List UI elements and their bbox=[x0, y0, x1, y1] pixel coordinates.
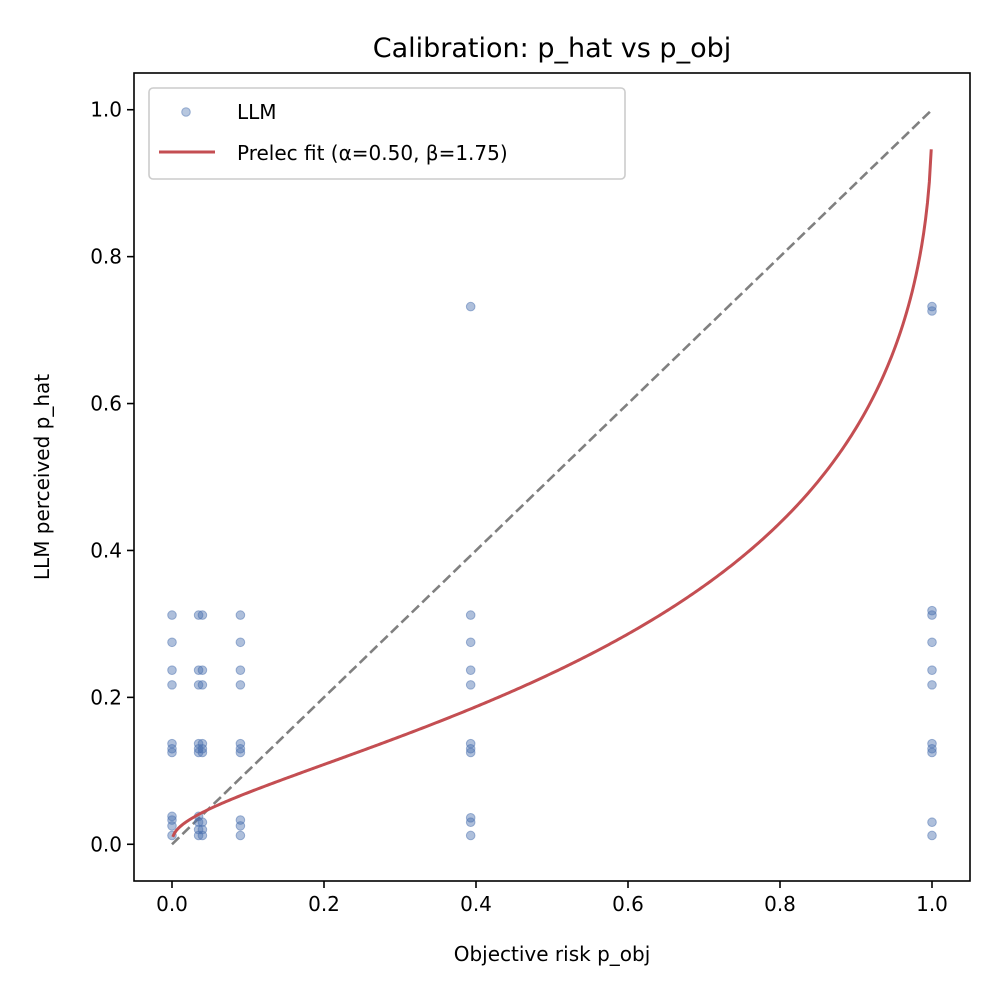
data-point bbox=[235, 743, 246, 754]
chart-title: Calibration: p_hat vs p_obj bbox=[373, 33, 731, 64]
data-point bbox=[235, 815, 246, 825]
data-point bbox=[197, 665, 208, 675]
data-point bbox=[197, 738, 208, 749]
plot-area bbox=[167, 108, 937, 846]
x-tick-label: 1.0 bbox=[916, 892, 948, 916]
data-point bbox=[235, 637, 246, 648]
legend-label-llm: LLM bbox=[237, 100, 277, 124]
y-tick-label: 0.4 bbox=[90, 538, 122, 562]
data-point bbox=[167, 665, 177, 675]
data-point bbox=[235, 610, 246, 620]
diagonal-reference-line bbox=[171, 108, 933, 846]
data-point bbox=[927, 605, 937, 616]
legend-marker-llm bbox=[181, 107, 191, 117]
data-point bbox=[465, 738, 476, 749]
x-axis-label: Objective risk p_obj bbox=[454, 942, 651, 966]
y-tick-label: 1.0 bbox=[90, 98, 122, 122]
data-point bbox=[235, 738, 246, 749]
data-point bbox=[465, 665, 476, 675]
axes-frame bbox=[133, 72, 971, 882]
prelec-fit-line bbox=[171, 149, 933, 838]
data-point bbox=[927, 637, 937, 648]
data-point bbox=[927, 743, 937, 754]
data-point bbox=[235, 680, 246, 690]
data-point bbox=[167, 680, 177, 690]
data-point bbox=[465, 680, 476, 690]
x-tick-label: 0.8 bbox=[764, 892, 796, 916]
data-point bbox=[197, 680, 208, 690]
data-point bbox=[235, 830, 246, 841]
x-tick-label: 0.6 bbox=[612, 892, 644, 916]
x-tick-label: 0.2 bbox=[308, 892, 340, 916]
data-point bbox=[465, 743, 476, 754]
x-axis: 0.0 0.2 0.4 0.6 0.8 1.0 bbox=[156, 881, 948, 916]
y-axis: 0.0 0.2 0.4 0.6 0.8 1.0 bbox=[90, 98, 134, 856]
data-point bbox=[197, 817, 208, 828]
data-point bbox=[167, 743, 177, 754]
data-point bbox=[927, 665, 937, 675]
data-point bbox=[167, 815, 177, 825]
legend: LLM Prelec fit (α=0.50, β=1.75) bbox=[148, 87, 626, 180]
data-point bbox=[465, 637, 476, 648]
data-point bbox=[927, 817, 937, 828]
data-point bbox=[465, 830, 476, 841]
data-point bbox=[197, 610, 208, 620]
data-point bbox=[167, 610, 177, 620]
data-point bbox=[927, 830, 937, 841]
data-point bbox=[465, 301, 476, 312]
x-tick-label: 0.0 bbox=[156, 892, 188, 916]
data-point bbox=[197, 743, 208, 754]
y-tick-label: 0.2 bbox=[90, 685, 122, 709]
x-tick-label: 0.4 bbox=[460, 892, 492, 916]
data-point bbox=[167, 637, 177, 648]
data-point bbox=[927, 738, 937, 749]
data-point bbox=[927, 680, 937, 690]
legend-frame bbox=[148, 87, 626, 180]
y-tick-label: 0.8 bbox=[90, 245, 122, 269]
data-point bbox=[235, 665, 246, 675]
data-point bbox=[167, 811, 177, 822]
y-tick-label: 0.0 bbox=[90, 832, 122, 856]
legend-label-prelec: Prelec fit (α=0.50, β=1.75) bbox=[237, 141, 508, 165]
data-point bbox=[197, 824, 208, 835]
data-point bbox=[167, 738, 177, 749]
data-point bbox=[465, 813, 476, 823]
y-axis-label: LLM perceived p_hat bbox=[30, 374, 54, 580]
data-point bbox=[927, 301, 937, 312]
data-point bbox=[465, 610, 476, 620]
y-tick-label: 0.6 bbox=[90, 392, 122, 416]
